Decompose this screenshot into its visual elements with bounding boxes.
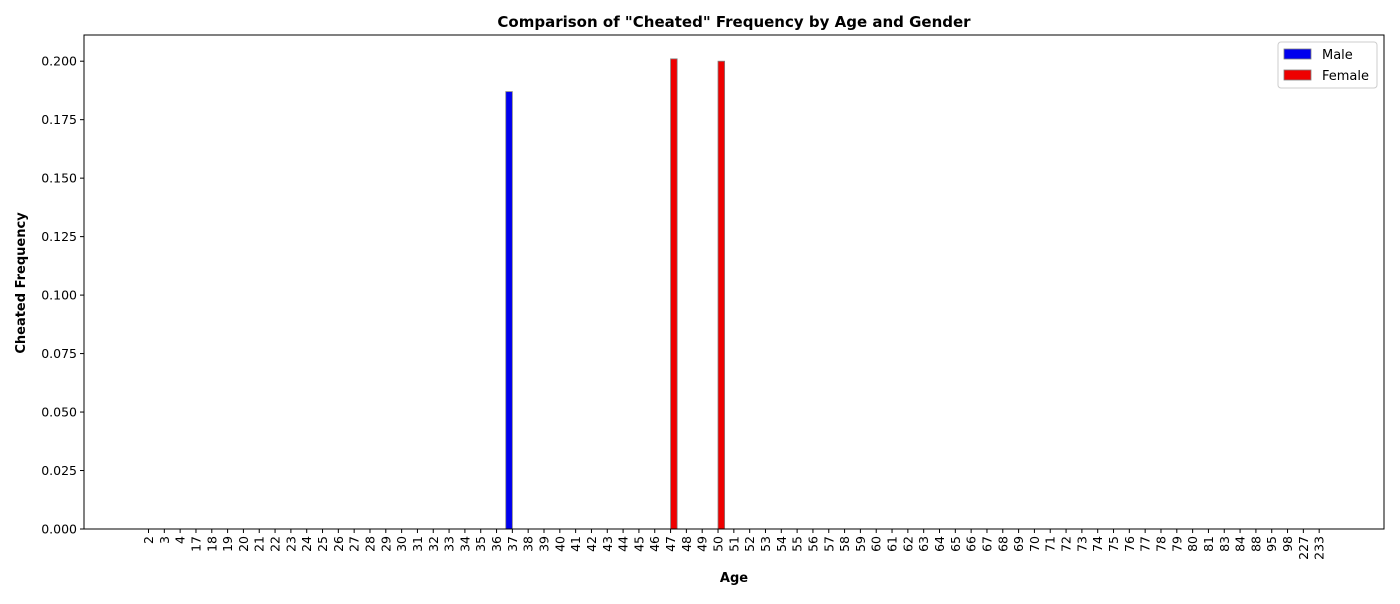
x-tick-label: 21	[252, 536, 267, 552]
y-tick-label: 0.125	[41, 229, 77, 244]
bar-female-age-47	[670, 58, 678, 530]
x-tick-label: 95	[1264, 536, 1279, 552]
x-tick-label: 51	[726, 536, 741, 552]
x-tick-label: 83	[1217, 536, 1232, 552]
x-tick-label: 55	[790, 536, 805, 552]
x-tick-label: 54	[774, 536, 789, 552]
y-tick-label: 0.000	[41, 522, 77, 537]
x-tick-label: 47	[663, 536, 678, 552]
x-tick-label: 33	[442, 536, 457, 552]
x-tick-label: 80	[1185, 536, 1200, 552]
x-tick-label: 65	[948, 536, 963, 552]
x-tick-label: 25	[315, 536, 330, 552]
x-tick-label: 79	[1169, 536, 1184, 552]
x-tick-label: 26	[331, 536, 346, 552]
x-tick-label: 73	[1074, 536, 1089, 552]
x-tick-label: 81	[1201, 536, 1216, 552]
x-tick-label: 41	[568, 536, 583, 552]
x-tick-label: 57	[821, 536, 836, 552]
x-tick-label: 66	[964, 536, 979, 552]
x-tick-label: 70	[1027, 536, 1042, 552]
x-tick-label: 72	[1059, 536, 1074, 552]
x-tick-label: 48	[679, 536, 694, 552]
x-tick-label: 22	[268, 536, 283, 552]
x-tick-label: 68	[995, 536, 1010, 552]
x-tick-label: 44	[616, 536, 631, 552]
x-tick-label: 71	[1043, 536, 1058, 552]
x-tick-label: 45	[631, 536, 646, 552]
x-tick-label: 36	[489, 536, 504, 552]
x-tick-label: 40	[552, 536, 567, 552]
x-tick-label: 227	[1296, 536, 1311, 560]
x-tick-label: 18	[204, 536, 219, 552]
x-tick-label: 67	[979, 536, 994, 552]
y-tick-label: 0.075	[41, 346, 77, 361]
x-tick-label: 52	[742, 536, 757, 552]
x-tick-label: 59	[853, 536, 868, 552]
x-tick-label: 69	[1011, 536, 1026, 552]
x-tick-label: 30	[394, 536, 409, 552]
x-tick-label: 31	[410, 536, 425, 552]
x-tick-label: 62	[900, 536, 915, 552]
x-tick-label: 60	[869, 536, 884, 552]
x-tick-label: 35	[473, 536, 488, 552]
x-axis-label: Age	[720, 571, 748, 586]
y-tick-label: 0.100	[41, 288, 77, 303]
x-tick-label: 75	[1106, 536, 1121, 552]
x-tick-label: 23	[283, 536, 298, 552]
x-tick-label: 61	[885, 536, 900, 552]
legend-label-female: Female	[1322, 69, 1369, 84]
x-tick-label: 46	[647, 536, 662, 552]
x-tick-label: 76	[1122, 536, 1137, 552]
x-tick-label: 49	[695, 536, 710, 552]
x-tick-label: 78	[1153, 536, 1168, 552]
x-tick-label: 29	[378, 536, 393, 552]
x-tick-label: 37	[505, 536, 520, 552]
x-tick-label: 2	[141, 536, 156, 544]
x-tick-label: 28	[362, 536, 377, 552]
legend: Male Female	[1277, 41, 1378, 89]
x-tick-label: 53	[758, 536, 773, 552]
x-tick-label: 42	[584, 536, 599, 552]
x-tick-label: 34	[457, 536, 472, 552]
x-tick-label: 3	[157, 536, 172, 544]
y-axis-label: Cheated Frequency	[14, 212, 29, 354]
x-tick-label: 24	[299, 536, 314, 552]
legend-swatch-female	[1283, 69, 1312, 81]
x-tick-label: 56	[805, 536, 820, 552]
y-tick-label: 0.025	[41, 463, 77, 478]
x-tick-label: 27	[347, 536, 362, 552]
bar-male-age-37	[505, 91, 513, 530]
x-tick-label: 39	[537, 536, 552, 552]
y-tick-label: 0.050	[41, 405, 77, 420]
y-tick-label: 0.175	[41, 112, 77, 127]
x-tick-label: 17	[188, 536, 203, 552]
x-tick-label: 63	[916, 536, 931, 552]
x-tick-label: 64	[932, 536, 947, 552]
legend-label-male: Male	[1322, 48, 1353, 63]
plot-frame	[83, 34, 1385, 530]
x-tick-label: 84	[1233, 536, 1248, 552]
x-tick-label: 98	[1280, 536, 1295, 552]
x-tick-label: 58	[837, 536, 852, 552]
x-tick-label: 50	[711, 536, 726, 552]
bar-female-age-50	[717, 60, 726, 530]
x-tick-label: 38	[521, 536, 536, 552]
y-tick-label: 0.150	[41, 171, 77, 186]
x-tick-label: 74	[1090, 536, 1105, 552]
x-tick-label: 19	[220, 536, 235, 552]
legend-swatch-male	[1283, 48, 1312, 60]
x-tick-label: 233	[1312, 536, 1327, 560]
x-tick-label: 77	[1138, 536, 1153, 552]
x-tick-label: 20	[236, 536, 251, 552]
y-tick-label: 0.200	[41, 54, 77, 69]
chart-title: Comparison of "Cheated" Frequency by Age…	[497, 13, 971, 31]
x-tick-label: 32	[426, 536, 441, 552]
x-tick-label: 88	[1248, 536, 1263, 552]
x-tick-label: 4	[173, 536, 188, 544]
x-tick-label: 43	[600, 536, 615, 552]
